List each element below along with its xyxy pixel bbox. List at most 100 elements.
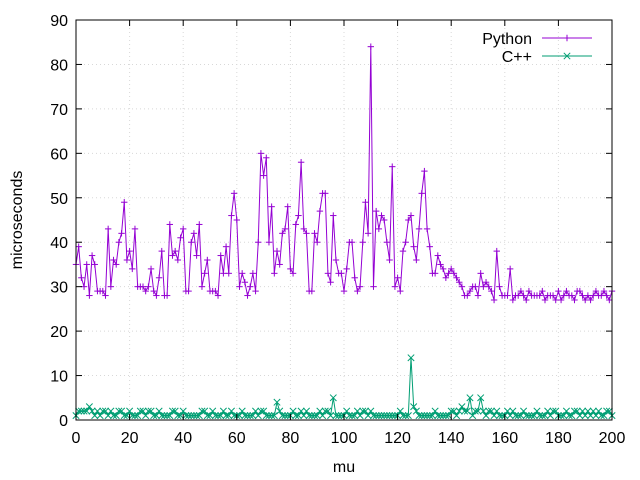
data-point-cpp: [75, 407, 83, 415]
data-point-python: [525, 287, 533, 295]
data-point-python: [362, 199, 369, 206]
data-point-python: [332, 256, 340, 264]
data-point-cpp: [155, 407, 163, 415]
series-line-cpp: [75, 357, 613, 417]
data-point-cpp: [85, 403, 93, 411]
x-axis-title: mu: [333, 459, 355, 476]
data-point-python: [129, 265, 136, 273]
legend-marker-python: [563, 34, 571, 42]
data-point-python: [252, 287, 259, 295]
data-point-python: [177, 234, 184, 241]
data-point-python: [576, 287, 584, 295]
data-point-cpp: [163, 412, 171, 420]
data-point-cpp: [570, 407, 579, 415]
data-point-python: [603, 292, 610, 299]
data-point-python: [405, 216, 412, 224]
data-point-python: [153, 292, 160, 299]
data-point-cpp: [536, 412, 544, 420]
data-point-python: [517, 287, 525, 295]
data-point-python: [204, 256, 211, 264]
y-tick-label: 70: [50, 102, 68, 119]
data-point-cpp: [603, 407, 611, 415]
data-point-cpp: [458, 403, 466, 411]
data-point-cpp: [600, 412, 608, 420]
data-point-python: [287, 265, 294, 273]
data-point-cpp: [176, 412, 185, 420]
legend-marker-point-python: [563, 34, 571, 42]
data-point-cpp: [109, 412, 118, 420]
data-point-cpp: [217, 412, 225, 420]
data-point-cpp: [316, 407, 324, 415]
data-point-python: [571, 296, 578, 304]
data-point-cpp: [128, 412, 136, 420]
data-point-cpp: [487, 407, 495, 415]
data-point-cpp: [152, 412, 160, 420]
data-point-python: [241, 279, 249, 286]
data-point-cpp: [101, 407, 110, 415]
data-point-python: [552, 296, 559, 304]
data-point-python: [482, 279, 490, 286]
data-point-cpp: [327, 412, 335, 420]
data-point-python: [265, 239, 273, 246]
data-point-cpp: [477, 394, 485, 402]
data-point-cpp: [345, 412, 353, 420]
data-point-cpp: [359, 407, 367, 415]
data-point-python: [464, 292, 471, 299]
data-point-cpp: [107, 407, 115, 415]
data-point-cpp: [147, 407, 155, 415]
data-point-cpp: [80, 407, 88, 415]
data-point-cpp: [222, 412, 230, 420]
data-point-cpp: [243, 412, 252, 420]
data-point-cpp: [241, 412, 249, 420]
data-point-cpp: [353, 407, 361, 415]
data-point-python: [180, 225, 187, 233]
data-point-cpp: [351, 412, 359, 420]
data-point-cpp: [573, 407, 581, 415]
data-point-cpp: [528, 412, 536, 420]
data-point-python: [356, 283, 364, 290]
data-point-cpp: [514, 412, 522, 420]
x-tick-label: 80: [282, 430, 300, 447]
data-point-python: [233, 216, 240, 224]
data-point-python: [343, 265, 350, 273]
data-point-cpp: [227, 407, 235, 415]
data-point-python: [549, 292, 557, 299]
data-point-cpp: [198, 407, 206, 415]
data-point-cpp: [104, 412, 112, 420]
data-point-cpp: [415, 412, 423, 420]
x-tick-label: 160: [491, 430, 518, 447]
y-tick-label: 80: [50, 57, 68, 74]
data-point-cpp: [158, 412, 166, 420]
data-point-cpp: [83, 407, 91, 415]
data-point-cpp: [335, 412, 343, 420]
data-point-cpp: [77, 407, 85, 415]
series-area: [72, 43, 616, 420]
data-point-cpp: [490, 412, 498, 420]
data-point-cpp: [541, 412, 549, 420]
data-point-cpp: [134, 412, 142, 420]
data-point-cpp: [386, 412, 394, 420]
data-point-cpp: [91, 412, 99, 420]
data-point-python: [563, 287, 570, 295]
data-point-cpp: [399, 412, 407, 420]
data-point-cpp: [367, 407, 375, 415]
data-point-cpp: [201, 407, 209, 415]
data-point-cpp: [206, 412, 214, 420]
data-point-python: [86, 292, 93, 299]
data-point-python: [198, 283, 206, 290]
data-point-cpp: [308, 412, 316, 420]
data-point-python: [407, 212, 415, 219]
y-tick-label: 50: [50, 191, 68, 208]
data-point-cpp: [431, 407, 439, 415]
data-point-python: [397, 287, 404, 295]
data-point-python: [413, 256, 420, 264]
data-point-python: [322, 190, 329, 197]
data-point-cpp: [310, 412, 319, 420]
data-point-python: [496, 283, 503, 290]
data-point-python: [354, 287, 361, 295]
data-point-python: [523, 296, 530, 304]
legend-label-cpp: C++: [502, 49, 532, 66]
x-tick-label: 0: [72, 430, 81, 447]
data-point-cpp: [126, 407, 134, 415]
data-point-cpp: [252, 407, 260, 415]
